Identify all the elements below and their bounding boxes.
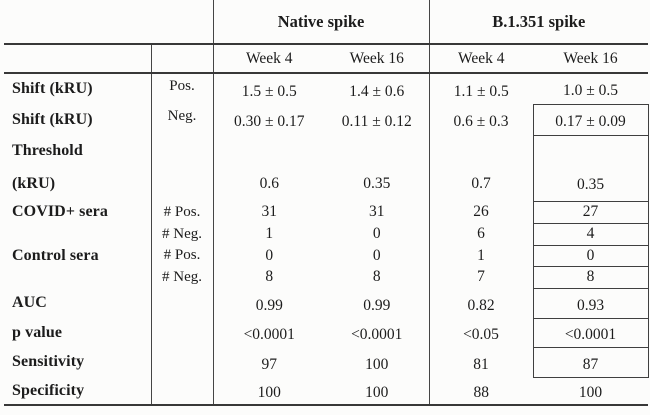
row-covid-neg: # Neg. 1 0 6 4 <box>4 222 649 246</box>
value-cell: 31 <box>261 203 278 220</box>
value-cell-highlighted: 27 <box>532 200 649 224</box>
row-shift-pos: Shift (kRU) Pos. 1.5 ± 0.5 1.4 ± 0.6 1.1… <box>4 73 648 104</box>
row-auc: AUC 0.99 0.99 0.82 0.93 <box>4 287 649 319</box>
row-week-header: Week 4 Week 16 Week 4 Week 16 <box>4 44 648 74</box>
empty-cell <box>151 318 214 347</box>
value-cell: 1.4 ± 0.6 <box>325 73 430 104</box>
empty-cell <box>151 347 214 377</box>
empty-cell <box>325 135 430 167</box>
row-threshold-2: (kRU) 0.6 0.35 0.7 <box>4 167 648 201</box>
row-sublabel: Pos. <box>151 73 214 104</box>
serology-results-table: Native spike B.1.351 spike Week 4 Week 1… <box>4 0 649 406</box>
value-cell-highlighted: 0.93 <box>532 287 649 319</box>
value-cell: 1 <box>477 246 485 264</box>
value-cell: 1.5 ± 0.5 <box>241 82 297 100</box>
value-cell: 100 <box>213 377 325 406</box>
row-sublabel: Neg. <box>151 104 214 135</box>
value-cell: 1.1 ± 0.5 <box>453 82 509 100</box>
value-cell: 0.7 <box>471 175 491 192</box>
value-cell: 26 <box>473 203 489 220</box>
value-cell: 97 <box>261 355 278 373</box>
row-threshold-1: Threshold 0.35 <box>4 134 649 202</box>
row-sensitivity: Sensitivity 97 100 81 87 <box>4 346 649 378</box>
value-cell: 8 <box>325 266 430 288</box>
row-control-pos: Control sera # Pos. 0 0 1 0 <box>4 244 649 267</box>
row-shift-neg: Shift (kRU) Neg. 0.30 ± 0.17 0.11 ± 0.12… <box>4 103 649 136</box>
empty-cell <box>151 288 214 318</box>
value-cell: 0.30 ± 0.17 <box>233 113 305 130</box>
empty-cell <box>4 266 152 288</box>
row-label: (kRU) <box>4 167 152 201</box>
value-cell: 31 <box>325 201 430 223</box>
value-cell: <0.0001 <box>325 318 430 347</box>
empty-cell <box>151 377 214 406</box>
row-sublabel: # Pos. <box>151 201 214 223</box>
value-cell: 1.0 ± 0.5 <box>562 82 618 100</box>
week-header: Week 4 <box>213 44 325 74</box>
row-sublabel: # Neg. <box>151 266 214 288</box>
empty-cell <box>151 0 214 45</box>
row-label: Shift (kRU) <box>4 73 152 104</box>
empty-cell <box>151 167 214 201</box>
row-label: AUC <box>4 288 152 318</box>
value-cell: <0.0001 <box>243 326 295 343</box>
week-header: Week 16 <box>325 44 430 74</box>
value-cell: 0.11 ± 0.12 <box>325 104 430 135</box>
row-label: Control sera <box>4 245 152 266</box>
row-covid-pos: COVID+ sera # Pos. 31 31 26 27 <box>4 200 649 224</box>
week-header: Week 4 <box>429 44 533 74</box>
week-header: Week 16 <box>533 44 648 74</box>
empty-cell <box>213 135 325 167</box>
value-cell: 0 <box>325 223 430 245</box>
value-cell: 100 <box>533 377 648 406</box>
value-cell-highlighted: 8 <box>532 265 649 289</box>
value-cell: 81 <box>473 355 489 373</box>
value-cell: 0.82 <box>467 296 495 314</box>
row-label: p value <box>4 318 152 347</box>
value-cell: 0.6 ± 0.3 <box>453 113 509 130</box>
value-cell: 0.6 <box>259 175 279 192</box>
row-label: Specificity <box>4 377 152 406</box>
group-header-native: Native spike <box>213 0 430 45</box>
value-cell-highlighted: 0.35 <box>532 134 649 202</box>
row-label: COVID+ sera <box>4 201 152 223</box>
value-cell: 1 <box>265 225 274 242</box>
value-cell: 0 <box>325 245 430 266</box>
value-cell-highlighted: 0 <box>532 244 649 267</box>
value-cell: 0.99 <box>255 296 283 314</box>
empty-cell <box>4 0 151 45</box>
row-label: Shift (kRU) <box>4 104 152 135</box>
empty-cell <box>429 135 533 167</box>
value-cell: 6 <box>477 225 485 242</box>
empty-cell <box>151 135 214 167</box>
value-cell: 100 <box>325 377 430 406</box>
value-cell: 0 <box>265 246 274 264</box>
value-cell-highlighted: 4 <box>532 222 649 246</box>
row-sublabel: # Neg. <box>151 223 214 245</box>
value-cell: 0.99 <box>325 288 430 318</box>
row-label: Sensitivity <box>4 347 152 377</box>
value-cell: 100 <box>325 347 430 377</box>
value-cell: 0.35 <box>325 167 430 201</box>
row-sublabel: # Pos. <box>151 245 214 266</box>
value-cell-highlighted: <0.0001 <box>532 317 649 348</box>
row-label: Threshold <box>4 135 152 167</box>
value-cell-highlighted: 87 <box>532 346 649 378</box>
value-cell-highlighted: 0.17 ± 0.09 <box>532 103 649 136</box>
group-header-b1351: B.1.351 spike <box>429 0 648 45</box>
row-group-header: Native spike B.1.351 spike <box>4 0 648 45</box>
row-specificity: Specificity 100 100 88 100 <box>4 377 648 406</box>
value-cell: 7 <box>477 268 485 285</box>
empty-cell <box>4 44 152 74</box>
row-control-neg: # Neg. 8 8 7 8 <box>4 265 649 289</box>
value-cell: 8 <box>265 268 274 285</box>
value-cell: <0.05 <box>463 326 499 343</box>
empty-cell <box>151 44 214 74</box>
row-pvalue: p value <0.0001 <0.0001 <0.05 <0.0001 <box>4 317 649 348</box>
value-cell: 88 <box>429 377 533 406</box>
empty-cell <box>4 223 152 245</box>
